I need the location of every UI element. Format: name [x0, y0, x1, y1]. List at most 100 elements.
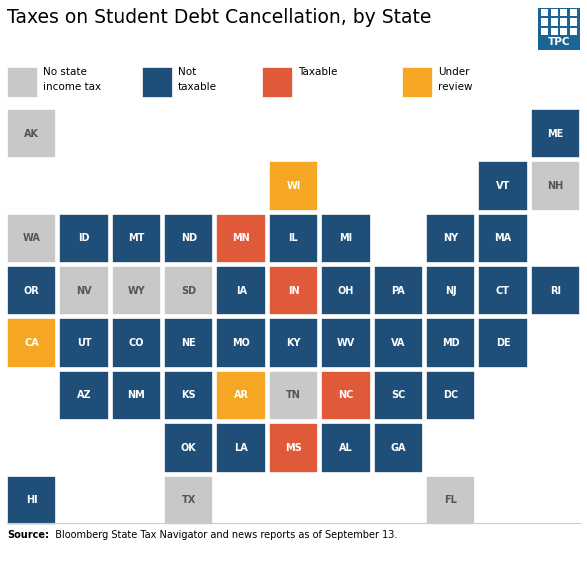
Bar — [7, 475, 56, 525]
Text: CA: CA — [24, 338, 39, 348]
Bar — [217, 266, 266, 315]
Text: NC: NC — [338, 390, 353, 400]
Bar — [164, 423, 214, 473]
Bar — [142, 67, 172, 97]
Text: MD: MD — [442, 338, 460, 348]
Text: ID: ID — [78, 234, 90, 244]
Text: DE: DE — [495, 338, 510, 348]
Text: Bloomberg State Tax Navigator and news reports as of September 13.: Bloomberg State Tax Navigator and news r… — [49, 530, 397, 540]
Text: GA: GA — [390, 443, 406, 453]
Bar — [262, 67, 292, 97]
Text: VA: VA — [391, 338, 406, 348]
Bar — [570, 28, 577, 35]
Bar — [321, 214, 370, 263]
Bar — [59, 371, 109, 420]
Text: Taxes on Student Debt Cancellation, by State: Taxes on Student Debt Cancellation, by S… — [7, 8, 431, 27]
Text: TPC: TPC — [548, 37, 570, 47]
Text: NV: NV — [76, 286, 92, 296]
Text: income tax: income tax — [43, 82, 101, 92]
Text: WA: WA — [23, 234, 41, 244]
Text: WI: WI — [286, 181, 301, 191]
Bar — [373, 371, 423, 420]
Bar — [373, 423, 423, 473]
Text: MA: MA — [494, 234, 511, 244]
Bar — [531, 266, 580, 315]
Bar — [112, 266, 161, 315]
Bar — [112, 318, 161, 368]
Text: TN: TN — [286, 390, 301, 400]
Bar — [373, 266, 423, 315]
Bar — [531, 161, 580, 211]
Text: review: review — [438, 82, 473, 92]
Bar — [269, 318, 318, 368]
Bar — [560, 28, 568, 35]
Text: Taxable: Taxable — [298, 67, 338, 77]
Bar — [551, 9, 558, 16]
Bar — [164, 214, 214, 263]
Bar — [269, 161, 318, 211]
Bar — [373, 318, 423, 368]
Text: IN: IN — [288, 286, 299, 296]
Text: AK: AK — [24, 129, 39, 139]
Bar — [321, 318, 370, 368]
Bar — [269, 266, 318, 315]
Text: HI: HI — [26, 495, 38, 505]
Bar — [217, 371, 266, 420]
Text: MO: MO — [232, 338, 250, 348]
Text: UT: UT — [77, 338, 92, 348]
Text: AL: AL — [339, 443, 353, 453]
Text: DC: DC — [443, 390, 458, 400]
Bar — [269, 423, 318, 473]
Bar — [217, 214, 266, 263]
Text: TX: TX — [181, 495, 196, 505]
Bar — [551, 28, 558, 35]
Text: CT: CT — [496, 286, 510, 296]
Bar — [478, 318, 528, 368]
Text: OR: OR — [24, 286, 39, 296]
Text: RI: RI — [550, 286, 561, 296]
Bar — [426, 475, 475, 525]
Bar — [7, 67, 37, 97]
Bar — [59, 266, 109, 315]
Bar — [7, 109, 56, 158]
Bar — [560, 9, 568, 16]
Bar — [551, 18, 558, 26]
Bar — [112, 214, 161, 263]
Text: SC: SC — [391, 390, 406, 400]
Bar — [7, 318, 56, 368]
Bar — [570, 9, 577, 16]
Text: WY: WY — [127, 286, 146, 296]
Bar — [402, 67, 432, 97]
Bar — [112, 371, 161, 420]
Text: SD: SD — [181, 286, 196, 296]
Bar — [426, 371, 475, 420]
Text: FL: FL — [444, 495, 457, 505]
Bar — [164, 475, 214, 525]
Text: IA: IA — [235, 286, 247, 296]
Text: VT: VT — [496, 181, 510, 191]
Bar — [7, 266, 56, 315]
Bar — [164, 371, 214, 420]
Text: NJ: NJ — [445, 286, 457, 296]
Text: taxable: taxable — [178, 82, 217, 92]
Text: NH: NH — [547, 181, 564, 191]
Text: NE: NE — [181, 338, 196, 348]
Bar — [7, 214, 56, 263]
Bar — [59, 318, 109, 368]
Text: MT: MT — [128, 234, 144, 244]
Text: No state: No state — [43, 67, 87, 77]
Text: OH: OH — [338, 286, 354, 296]
Bar — [426, 214, 475, 263]
Bar — [269, 371, 318, 420]
Bar — [478, 266, 528, 315]
Text: KS: KS — [181, 390, 196, 400]
Text: Under: Under — [438, 67, 470, 77]
Text: WV: WV — [337, 338, 355, 348]
Text: AR: AR — [234, 390, 249, 400]
Bar — [570, 18, 577, 26]
Text: NY: NY — [443, 234, 458, 244]
Text: Not: Not — [178, 67, 196, 77]
Text: CO: CO — [129, 338, 144, 348]
Text: ND: ND — [181, 234, 197, 244]
Text: Source:: Source: — [7, 530, 49, 540]
